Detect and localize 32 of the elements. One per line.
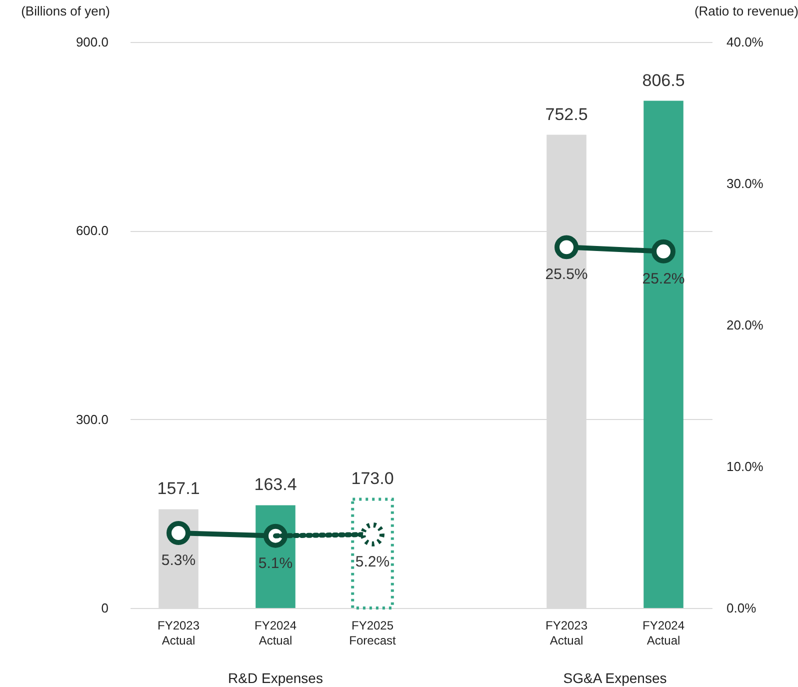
y-tick-label: 0: [101, 600, 108, 616]
y2-tick-label: 40.0%: [726, 34, 764, 50]
y-tick-label: 900.0: [76, 34, 108, 50]
y2-tick-label: 30.0%: [726, 176, 764, 191]
data-label: 806.5: [642, 70, 685, 90]
x-tick-label: FY2023 Actual: [157, 618, 200, 648]
data-label: 157.1: [157, 479, 200, 498]
data-label: 5.3%: [161, 552, 196, 570]
y2-tick-label: 20.0%: [726, 318, 764, 332]
data-label: 25.5%: [545, 266, 588, 284]
data-label: 163.4: [254, 475, 297, 494]
x-tick-label: FY2024 Actual: [254, 618, 297, 648]
point: [554, 235, 578, 260]
bar: [644, 100, 684, 608]
x-tick-label: FY2023 Actual: [545, 618, 588, 648]
y-tick-label: 300.0: [76, 412, 108, 427]
point: [166, 521, 190, 545]
data-label: 5.2%: [355, 553, 390, 570]
y-axis-title: (Billions of yen): [21, 4, 110, 18]
bar: [351, 498, 394, 610]
point: [652, 239, 676, 264]
x-tick-label: FY2025 Forecast: [349, 618, 397, 648]
y-tick-label: 600.0: [76, 223, 108, 238]
text: SG&A Expenses: [563, 670, 667, 686]
y2-tick-label: 10.0%: [726, 459, 764, 474]
data-label: 5.1%: [258, 554, 293, 572]
x-tick-label: FY2024 Actual: [642, 618, 685, 648]
y2-axis-title: (Ratio to revenue): [694, 4, 798, 18]
y2-tick-label: 0.0%: [726, 600, 757, 616]
text: R&D Expenses: [228, 670, 323, 686]
data-label: 173.0: [351, 469, 394, 488]
data-label: 752.5: [545, 104, 588, 124]
